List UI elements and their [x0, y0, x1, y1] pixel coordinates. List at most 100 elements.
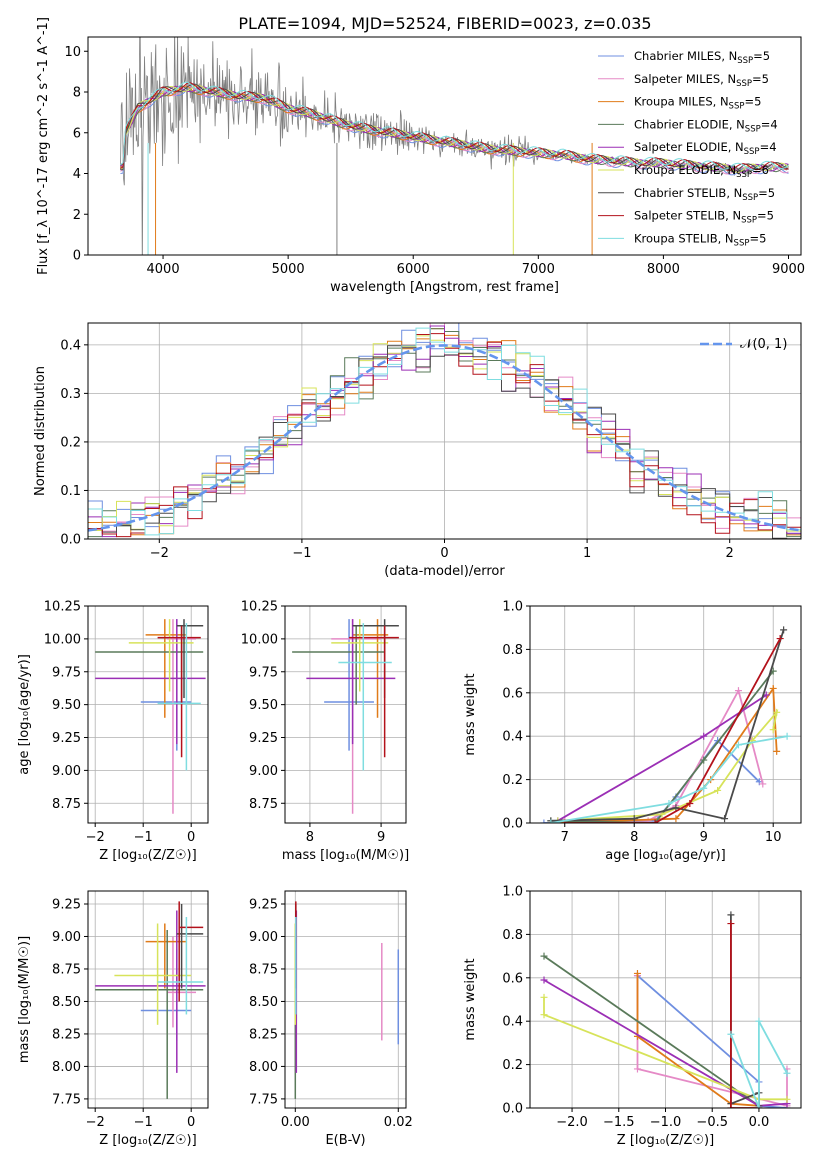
y-tick-label: 7.75 — [52, 1092, 81, 1107]
x-tick-label: 7000 — [522, 262, 555, 277]
x-axis-label: wavelength [Angstrom, rest frame] — [330, 280, 559, 295]
weight-marker — [769, 684, 777, 692]
x-tick-label: 6000 — [397, 262, 430, 277]
weight-marker — [769, 726, 777, 734]
x-axis-label: age [log₁₀(age/yr)] — [605, 848, 726, 863]
weight-marker — [665, 799, 673, 807]
residual-histogram — [88, 325, 801, 538]
weight-series — [564, 638, 781, 823]
y-tick-label: 0.8 — [502, 928, 523, 943]
axes-residuals: −2 −1 0 1 2 0.0 0.1 0.2 0.3 0.4 (data-model)/error… — [33, 322, 802, 579]
x-tick-label: −1.0 — [650, 1115, 682, 1130]
weight-marker — [783, 732, 791, 740]
y-axis-label: mass weight — [463, 673, 478, 755]
weight-marker — [734, 741, 742, 749]
weight-marker — [773, 708, 781, 716]
weight-marker — [755, 1104, 763, 1108]
x-tick-label: 9 — [377, 830, 385, 845]
weight-series — [730, 1020, 788, 1108]
y-tick-label: 0.1 — [60, 484, 81, 499]
y-tick-label: 8.00 — [52, 1060, 81, 1075]
model-spectrum — [120, 84, 789, 173]
plot-area — [285, 891, 406, 1108]
weight-marker — [644, 817, 652, 823]
weight-marker — [759, 780, 767, 788]
y-axis-label: Normed distribution — [33, 366, 48, 496]
weight-marker — [540, 819, 548, 823]
x-tick-label: −0.5 — [696, 1115, 728, 1130]
y-tick-label: 9.00 — [249, 930, 278, 945]
x-tick-label: −2 — [86, 830, 105, 845]
axes-frame — [529, 605, 802, 824]
y-tick-label: 8.00 — [249, 1060, 278, 1075]
x-tick-label: −1.5 — [603, 1115, 635, 1130]
axes-frame — [87, 605, 209, 824]
y-tick-label: 8.50 — [249, 995, 278, 1010]
weight-marker — [727, 920, 735, 928]
legend-entry: Chabrier STELIB, NSSP=5 — [634, 186, 775, 203]
spectrum-legend: Chabrier MILES, NSSP=5 Salpeter MILES, NS… — [598, 49, 778, 248]
y-tick-label: 0.8 — [502, 643, 523, 658]
y-tick-label: 1.0 — [502, 885, 523, 900]
y-tick-label: 9.00 — [249, 764, 278, 779]
weight-marker — [773, 747, 781, 755]
legend-entry: Chabrier ELODIE, NSSP=4 — [634, 117, 778, 134]
x-tick-label: 0 — [187, 830, 195, 845]
x-axis-label: E(B-V) — [325, 1133, 365, 1148]
x-tick-label: 0.0 — [749, 1115, 770, 1130]
x-tick-label: 8 — [630, 830, 638, 845]
y-tick-label: 0.4 — [502, 1015, 523, 1030]
weight-marker — [780, 626, 788, 634]
y-tick-label: 9.00 — [52, 930, 81, 945]
residual-histogram — [88, 345, 801, 539]
legend-entry: Salpeter ELODIE, NSSP=4 — [634, 140, 777, 157]
weight-marker — [783, 1069, 791, 1077]
axes-frame — [87, 890, 209, 1109]
y-tick-label: 9.75 — [249, 665, 278, 680]
weight-marker — [700, 732, 708, 740]
y-axis-label: mass [log₁₀(M/M☉)] — [17, 936, 32, 1063]
x-tick-label: 9000 — [772, 262, 805, 277]
x-tick-label: 5000 — [272, 262, 305, 277]
model-spectrum — [120, 81, 789, 170]
y-axis-label: mass weight — [463, 958, 478, 1040]
weight-marker — [755, 1017, 763, 1025]
weight-marker — [783, 1095, 791, 1103]
plot-area — [88, 606, 208, 823]
y-tick-label: 1.0 — [502, 600, 523, 615]
weight-series — [543, 997, 787, 1101]
plot-area — [88, 323, 801, 539]
weight-marker — [714, 786, 722, 794]
y-tick-label: 0.2 — [502, 773, 523, 788]
legend-entry: Chabrier MILES, NSSP=5 — [634, 49, 770, 66]
weight-marker — [540, 993, 548, 1001]
x-tick-label: 10 — [765, 830, 782, 845]
x-tick-label: 0.02 — [384, 1115, 413, 1130]
y-tick-label: 10.00 — [241, 632, 278, 647]
x-axis-label: Z [log₁₀(Z/Z☉)] — [99, 848, 196, 863]
x-tick-label: −1 — [134, 1115, 153, 1130]
y-tick-label: 0 — [73, 249, 81, 264]
y-tick-label: 10.00 — [44, 632, 81, 647]
y-tick-label: 8.50 — [52, 995, 81, 1010]
y-tick-label: 0.0 — [502, 817, 523, 832]
axes-mass_vs_Z: −2 −1 0 7.75 8.00 8.25 8.50 8.75 9.00 9.25 Z [log₁… — [17, 890, 209, 1148]
x-tick-label: 0 — [440, 546, 448, 561]
y-axis-label: age [log₁₀(age/yr)] — [17, 654, 32, 775]
x-tick-label: 8 — [306, 830, 314, 845]
y-tick-label: 0.2 — [60, 435, 81, 450]
x-tick-label: −2 — [86, 1115, 105, 1130]
weight-marker — [540, 976, 548, 984]
y-tick-label: 7.75 — [249, 1092, 278, 1107]
y-tick-label: 9.25 — [249, 731, 278, 746]
y-tick-label: 9.25 — [249, 897, 278, 912]
y-tick-label: 0.0 — [60, 533, 81, 548]
y-tick-label: 9.50 — [52, 698, 81, 713]
y-tick-label: 2 — [73, 208, 81, 223]
y-tick-label: 9.50 — [249, 698, 278, 713]
legend-entry: Kroupa ELODIE, NSSP=6 — [634, 163, 769, 180]
weight-marker — [727, 1030, 735, 1038]
weight-marker — [700, 784, 708, 792]
axes-age_vs_Z: −2 −1 0 8.75 9.00 9.25 9.50 9.75 10.00 10.25 Z [lo… — [17, 600, 209, 863]
